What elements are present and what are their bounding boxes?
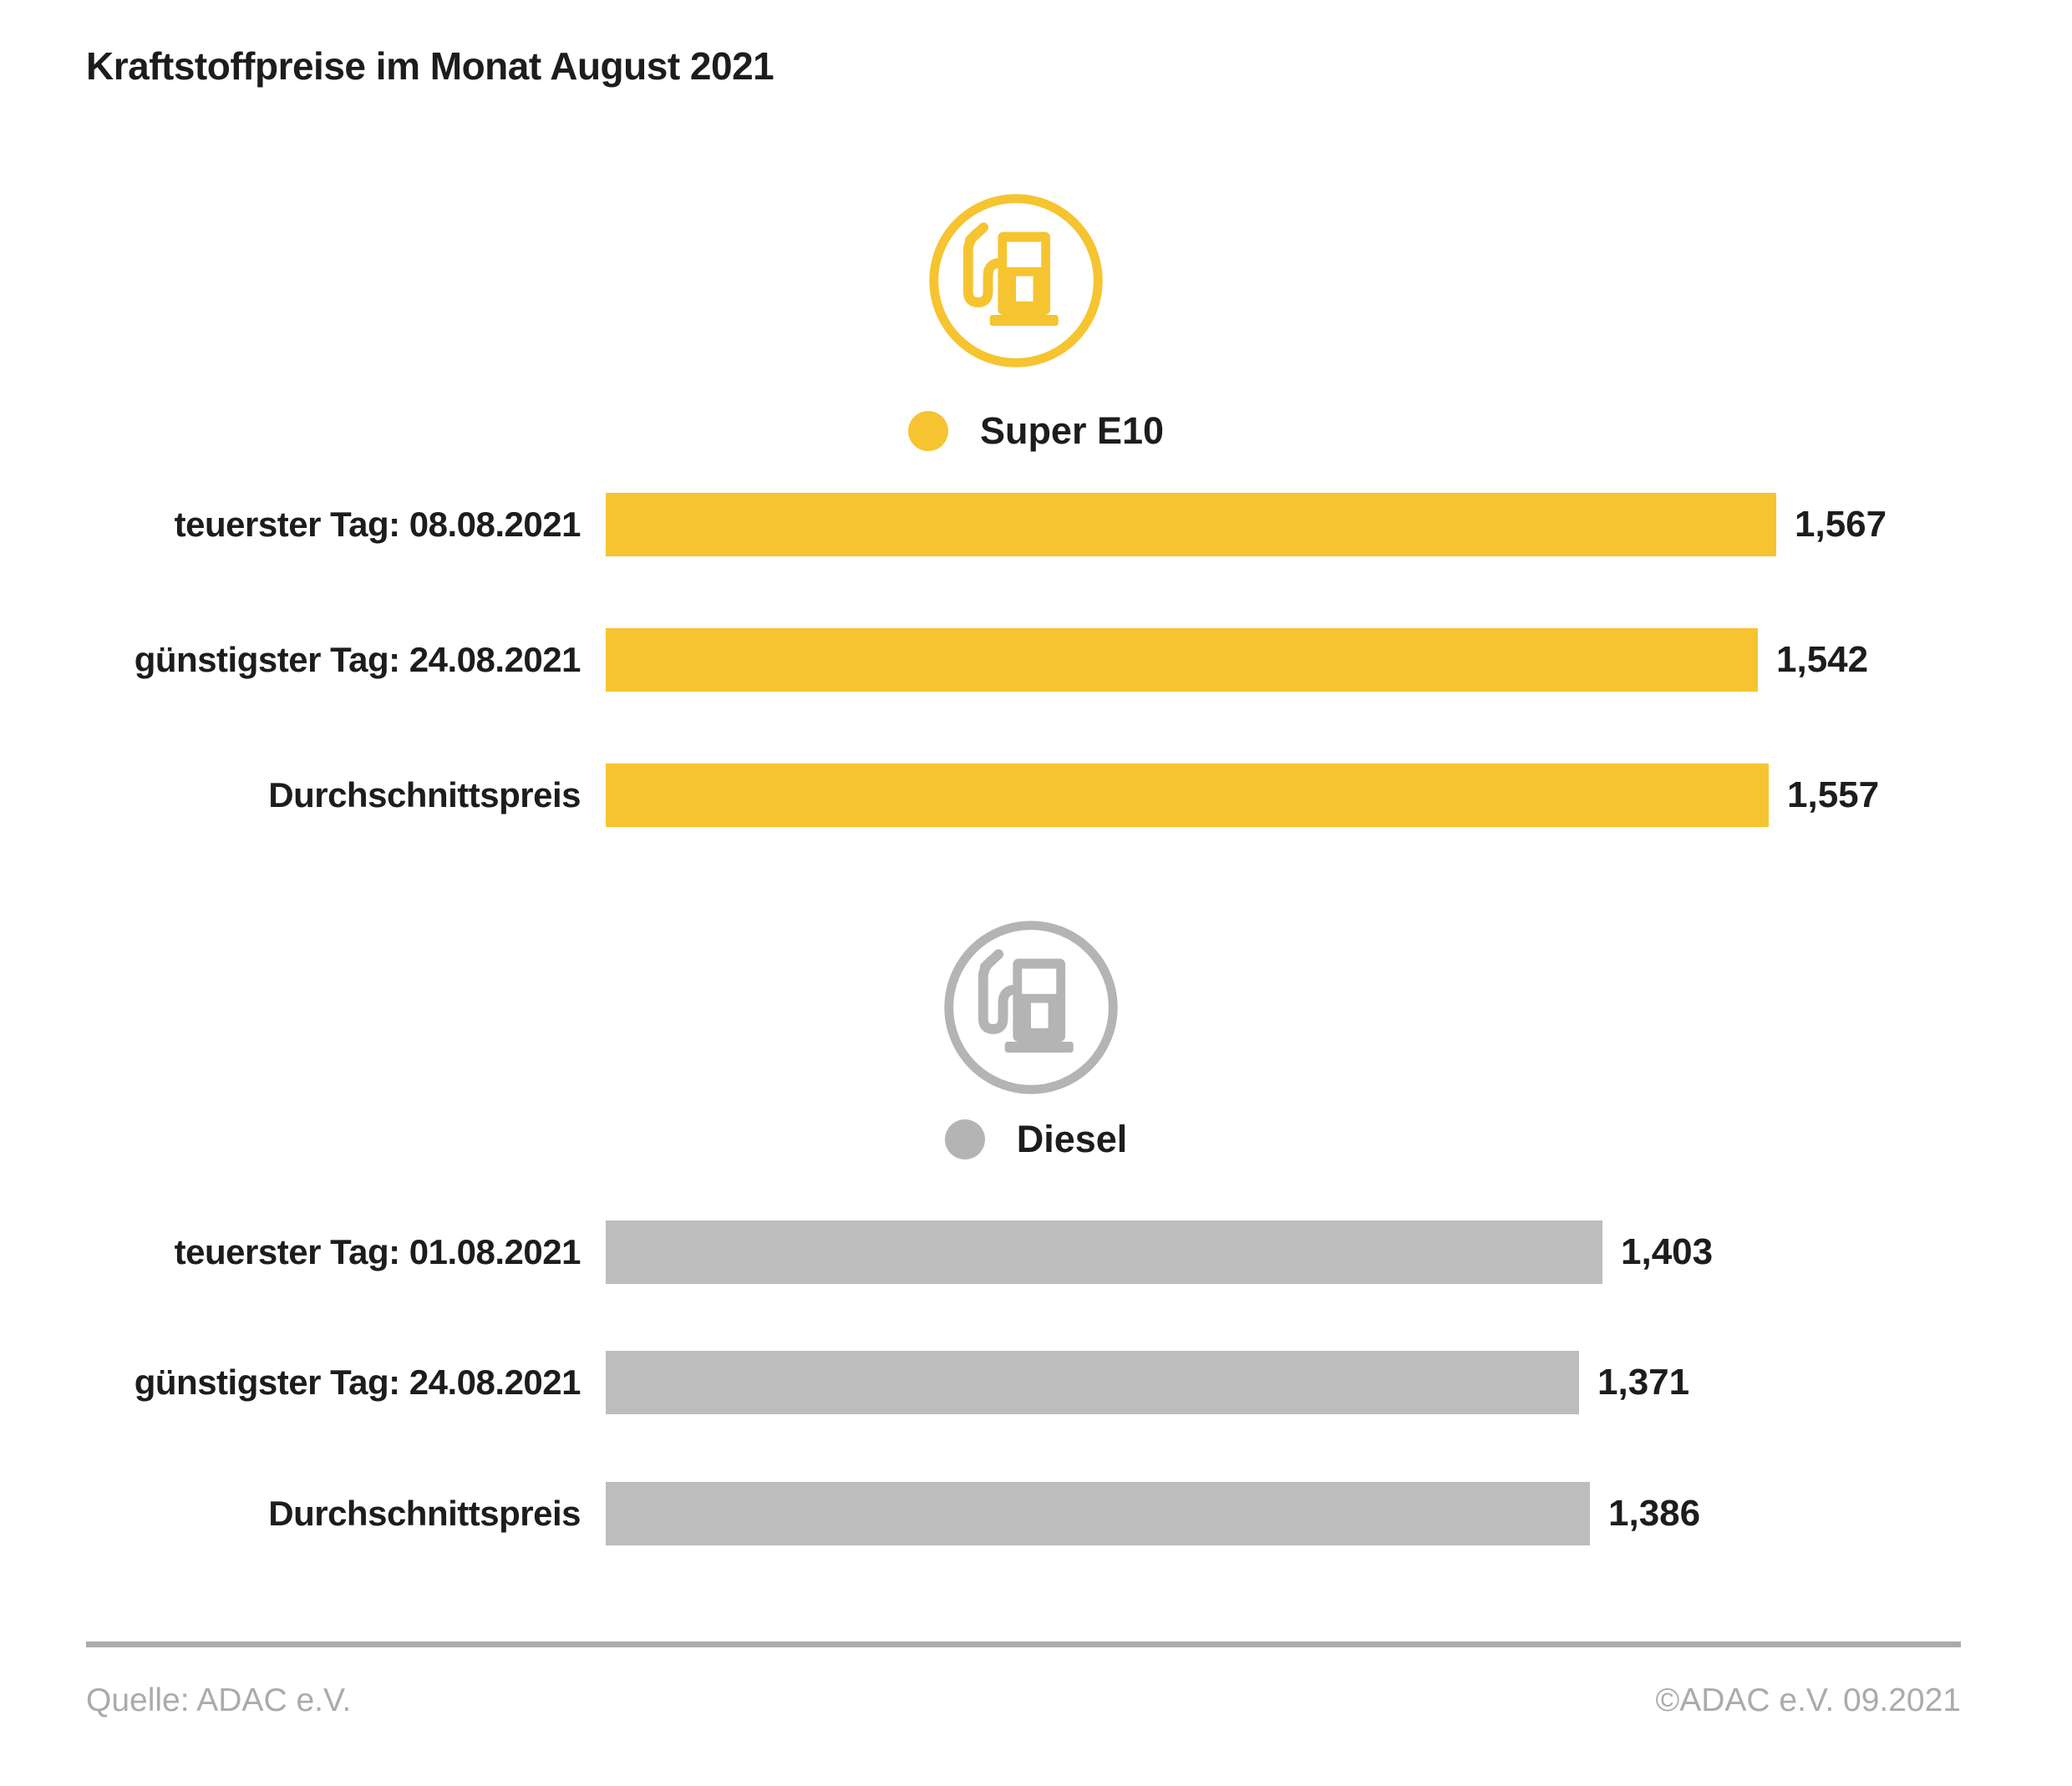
bar-value: 1,386	[1608, 1493, 1701, 1534]
bar-label: günstigster Tag: 24.08.2021	[134, 640, 581, 679]
fuel-pump-icon	[941, 917, 1121, 1098]
bar-row: Durchschnittspreis 1,557	[0, 764, 2072, 827]
bar-value: 1,542	[1776, 639, 1869, 680]
bar-super-e10-max	[606, 493, 1776, 556]
legend-label: Super E10	[979, 409, 1165, 452]
bar-row: Durchschnittspreis 1,386	[0, 1482, 2072, 1545]
bar-row: günstigster Tag: 24.08.2021 1,542	[0, 628, 2072, 692]
bar-super-e10-avg	[606, 764, 1769, 827]
bar-row: teuerster Tag: 01.08.2021 1,403	[0, 1220, 2072, 1284]
footer-divider	[86, 1641, 1961, 1647]
bar-row: teuerster Tag: 08.08.2021 1,567	[0, 493, 2072, 556]
bar-label: teuerster Tag: 08.08.2021	[174, 505, 581, 544]
legend-dot-icon	[944, 1119, 985, 1159]
footer-copyright: ©ADAC e.V. 09.2021	[1655, 1682, 1961, 1718]
bar-row: günstigster Tag: 24.08.2021 1,371	[0, 1351, 2072, 1414]
legend-dot-icon	[907, 411, 948, 451]
bar-label: Durchschnittspreis	[268, 775, 581, 814]
bar-value: 1,567	[1795, 504, 1887, 545]
bar-value: 1,403	[1621, 1231, 1714, 1272]
bar-super-e10-min	[606, 628, 1758, 692]
bar-label: teuerster Tag: 01.08.2021	[174, 1232, 581, 1271]
bar-value: 1,557	[1787, 774, 1880, 815]
bar-value: 1,371	[1597, 1362, 1690, 1403]
bar-diesel-max	[606, 1220, 1602, 1284]
legend-super-e10: Super E10	[0, 409, 2072, 453]
legend-diesel: Diesel	[0, 1118, 2072, 1161]
bar-diesel-avg	[606, 1482, 1590, 1545]
chart-title: Kraftstoffpreise im Monat August 2021	[86, 44, 774, 88]
legend-label: Diesel	[1016, 1118, 1128, 1160]
bar-diesel-min	[606, 1351, 1579, 1414]
bar-label: günstigster Tag: 24.08.2021	[134, 1362, 581, 1402]
footer-source: Quelle: ADAC e.V.	[86, 1682, 352, 1718]
fuel-pump-icon	[926, 190, 1106, 371]
bar-label: Durchschnittspreis	[268, 1494, 581, 1533]
